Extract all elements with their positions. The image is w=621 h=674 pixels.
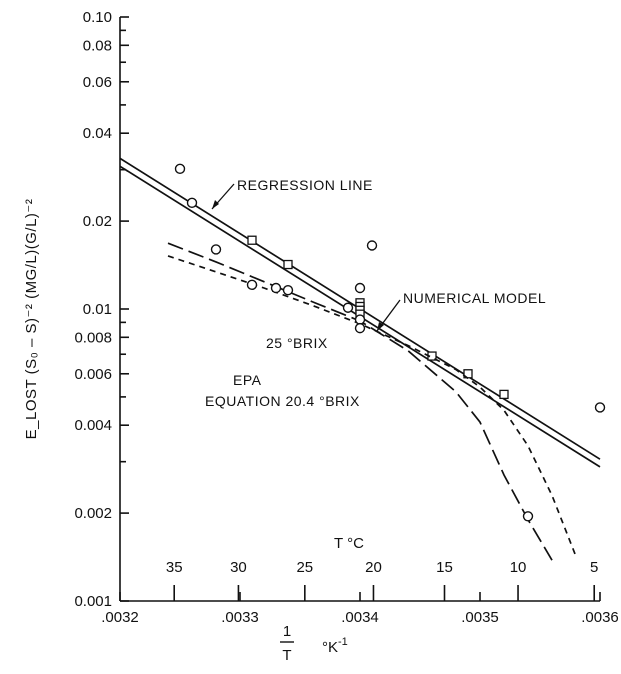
data-point-circle bbox=[354, 322, 366, 334]
top-tick-label: 10 bbox=[510, 559, 527, 576]
top-tick-label: 20 bbox=[365, 559, 382, 576]
data-point-circle bbox=[210, 244, 222, 255]
data-point-circle bbox=[594, 402, 606, 413]
x-tick-label: .0035 bbox=[461, 609, 499, 626]
top-axis-label: T °C bbox=[334, 535, 364, 552]
annotation-epa-line2: EQUATION 20.4 °BRIX bbox=[205, 393, 360, 409]
series-line-2 bbox=[167, 242, 553, 561]
y-tick-label: 0.02 bbox=[83, 213, 112, 230]
y-tick-label: 0.002 bbox=[74, 505, 112, 522]
data-point-circle bbox=[522, 511, 534, 522]
data-point-square bbox=[283, 259, 293, 270]
annotations: REGRESSION LINE NUMERICAL MODEL 25 °BRIX EP… bbox=[205, 177, 546, 409]
top-tick-label: 30 bbox=[230, 559, 247, 576]
x-tick-label: .0033 bbox=[221, 609, 259, 626]
series-layer bbox=[119, 157, 606, 561]
data-point-circle bbox=[246, 279, 258, 291]
y-tick-label: 0.006 bbox=[74, 366, 112, 383]
top-tick-label: 15 bbox=[436, 559, 453, 576]
x-label-exponent: -1 bbox=[338, 636, 348, 648]
x-label-denominator: T bbox=[282, 647, 291, 664]
y-tick-label: 0.10 bbox=[83, 9, 112, 26]
data-point-circle bbox=[270, 282, 282, 294]
top-tick-label: 25 bbox=[296, 559, 313, 576]
data-point-circle bbox=[354, 314, 366, 325]
x-label-numerator: 1 bbox=[283, 623, 291, 640]
x-label-unit: °K-1 bbox=[322, 636, 348, 656]
annotation-epa-line1: EPA bbox=[233, 372, 262, 388]
x-tick-label: .0036 bbox=[581, 609, 619, 626]
y-tick-label: 0.08 bbox=[83, 37, 112, 54]
annotation-25-brix: 25 °BRIX bbox=[266, 335, 328, 351]
y-tick-label: 0.001 bbox=[74, 593, 112, 610]
top-tick-label: 35 bbox=[166, 559, 183, 576]
data-point-circle bbox=[186, 197, 198, 209]
top-tick-label: 5 bbox=[590, 559, 598, 576]
data-point-circle bbox=[366, 240, 378, 251]
y-tick-label: 0.04 bbox=[83, 125, 112, 142]
y-axis-label: E_LOST (S₀ – S)⁻² (MG/L)(G/L)⁻² bbox=[23, 199, 40, 440]
data-point-circle bbox=[342, 302, 354, 313]
y-tick-label: 0.008 bbox=[74, 329, 112, 346]
data-point-circle bbox=[174, 163, 186, 175]
data-point-square bbox=[247, 235, 257, 245]
data-point-circle bbox=[354, 282, 366, 294]
annotation-numerical-model: NUMERICAL MODEL bbox=[403, 290, 546, 306]
data-point-circle bbox=[282, 284, 294, 296]
data-point-square bbox=[499, 389, 509, 400]
annotation-arrowhead-numerical bbox=[377, 322, 384, 331]
y-tick-label: 0.004 bbox=[74, 417, 112, 434]
y-tick-label: 0.01 bbox=[83, 301, 112, 318]
x-tick-label: .0034 bbox=[341, 609, 379, 626]
x-tick-label: .0032 bbox=[101, 609, 139, 626]
annotation-arrowhead-regression bbox=[212, 200, 219, 209]
axes: 0.001 0.002 0.004 0.006 0.008 0.01 0.02 0.04 0.0… bbox=[23, 9, 619, 664]
annotation-regression-line: REGRESSION LINE bbox=[237, 177, 373, 193]
y-tick-label: 0.06 bbox=[83, 74, 112, 91]
